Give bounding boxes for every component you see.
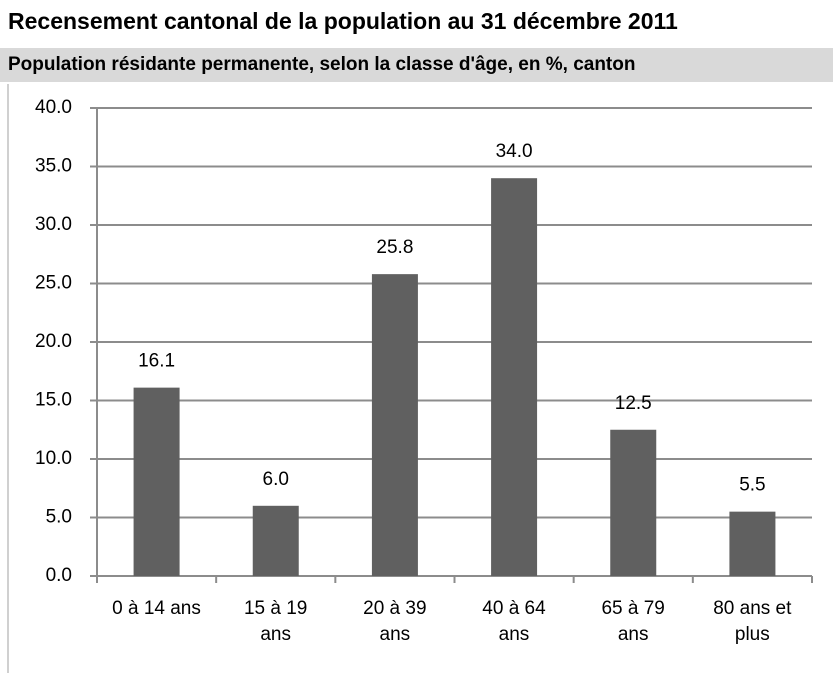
y-tick-label: 5.0 <box>46 507 72 528</box>
data-label: 6.0 <box>263 469 289 490</box>
bar <box>371 274 418 576</box>
y-tick-label: 30.0 <box>35 214 72 235</box>
bar <box>491 178 538 576</box>
bar <box>610 429 657 576</box>
frame-border <box>7 84 9 673</box>
data-label: 16.1 <box>138 351 175 372</box>
data-label: 25.8 <box>376 237 413 258</box>
x-tick-label: 20 à 39 ans <box>363 598 427 645</box>
y-tick-label: 25.0 <box>35 273 72 294</box>
x-tick-label: 15 à 19 ans <box>243 598 308 645</box>
data-label: 5.5 <box>739 475 765 496</box>
y-tick-label: 10.0 <box>35 448 72 469</box>
bar <box>252 505 299 576</box>
bar <box>729 511 776 576</box>
data-label: 34.0 <box>496 141 533 162</box>
x-tick-label: 65 à 79 ans <box>601 598 665 645</box>
data-label: 12.5 <box>615 393 652 414</box>
bar <box>133 387 180 576</box>
y-tick-label: 0.0 <box>46 565 72 586</box>
y-tick-label: 35.0 <box>35 156 72 177</box>
x-tick-label: 0 à 14 ans <box>112 598 201 619</box>
x-tick-label: 80 ans et plus <box>713 598 792 645</box>
chart-title: Recensement cantonal de la population au… <box>8 8 678 34</box>
y-tick-label: 15.0 <box>35 390 72 411</box>
chart-subtitle: Population résidante permanente, selon l… <box>0 48 833 82</box>
y-tick-label: 40.0 <box>35 97 72 118</box>
x-tick-label: 40 à 64 ans <box>482 598 546 645</box>
y-tick-label: 20.0 <box>35 331 72 352</box>
